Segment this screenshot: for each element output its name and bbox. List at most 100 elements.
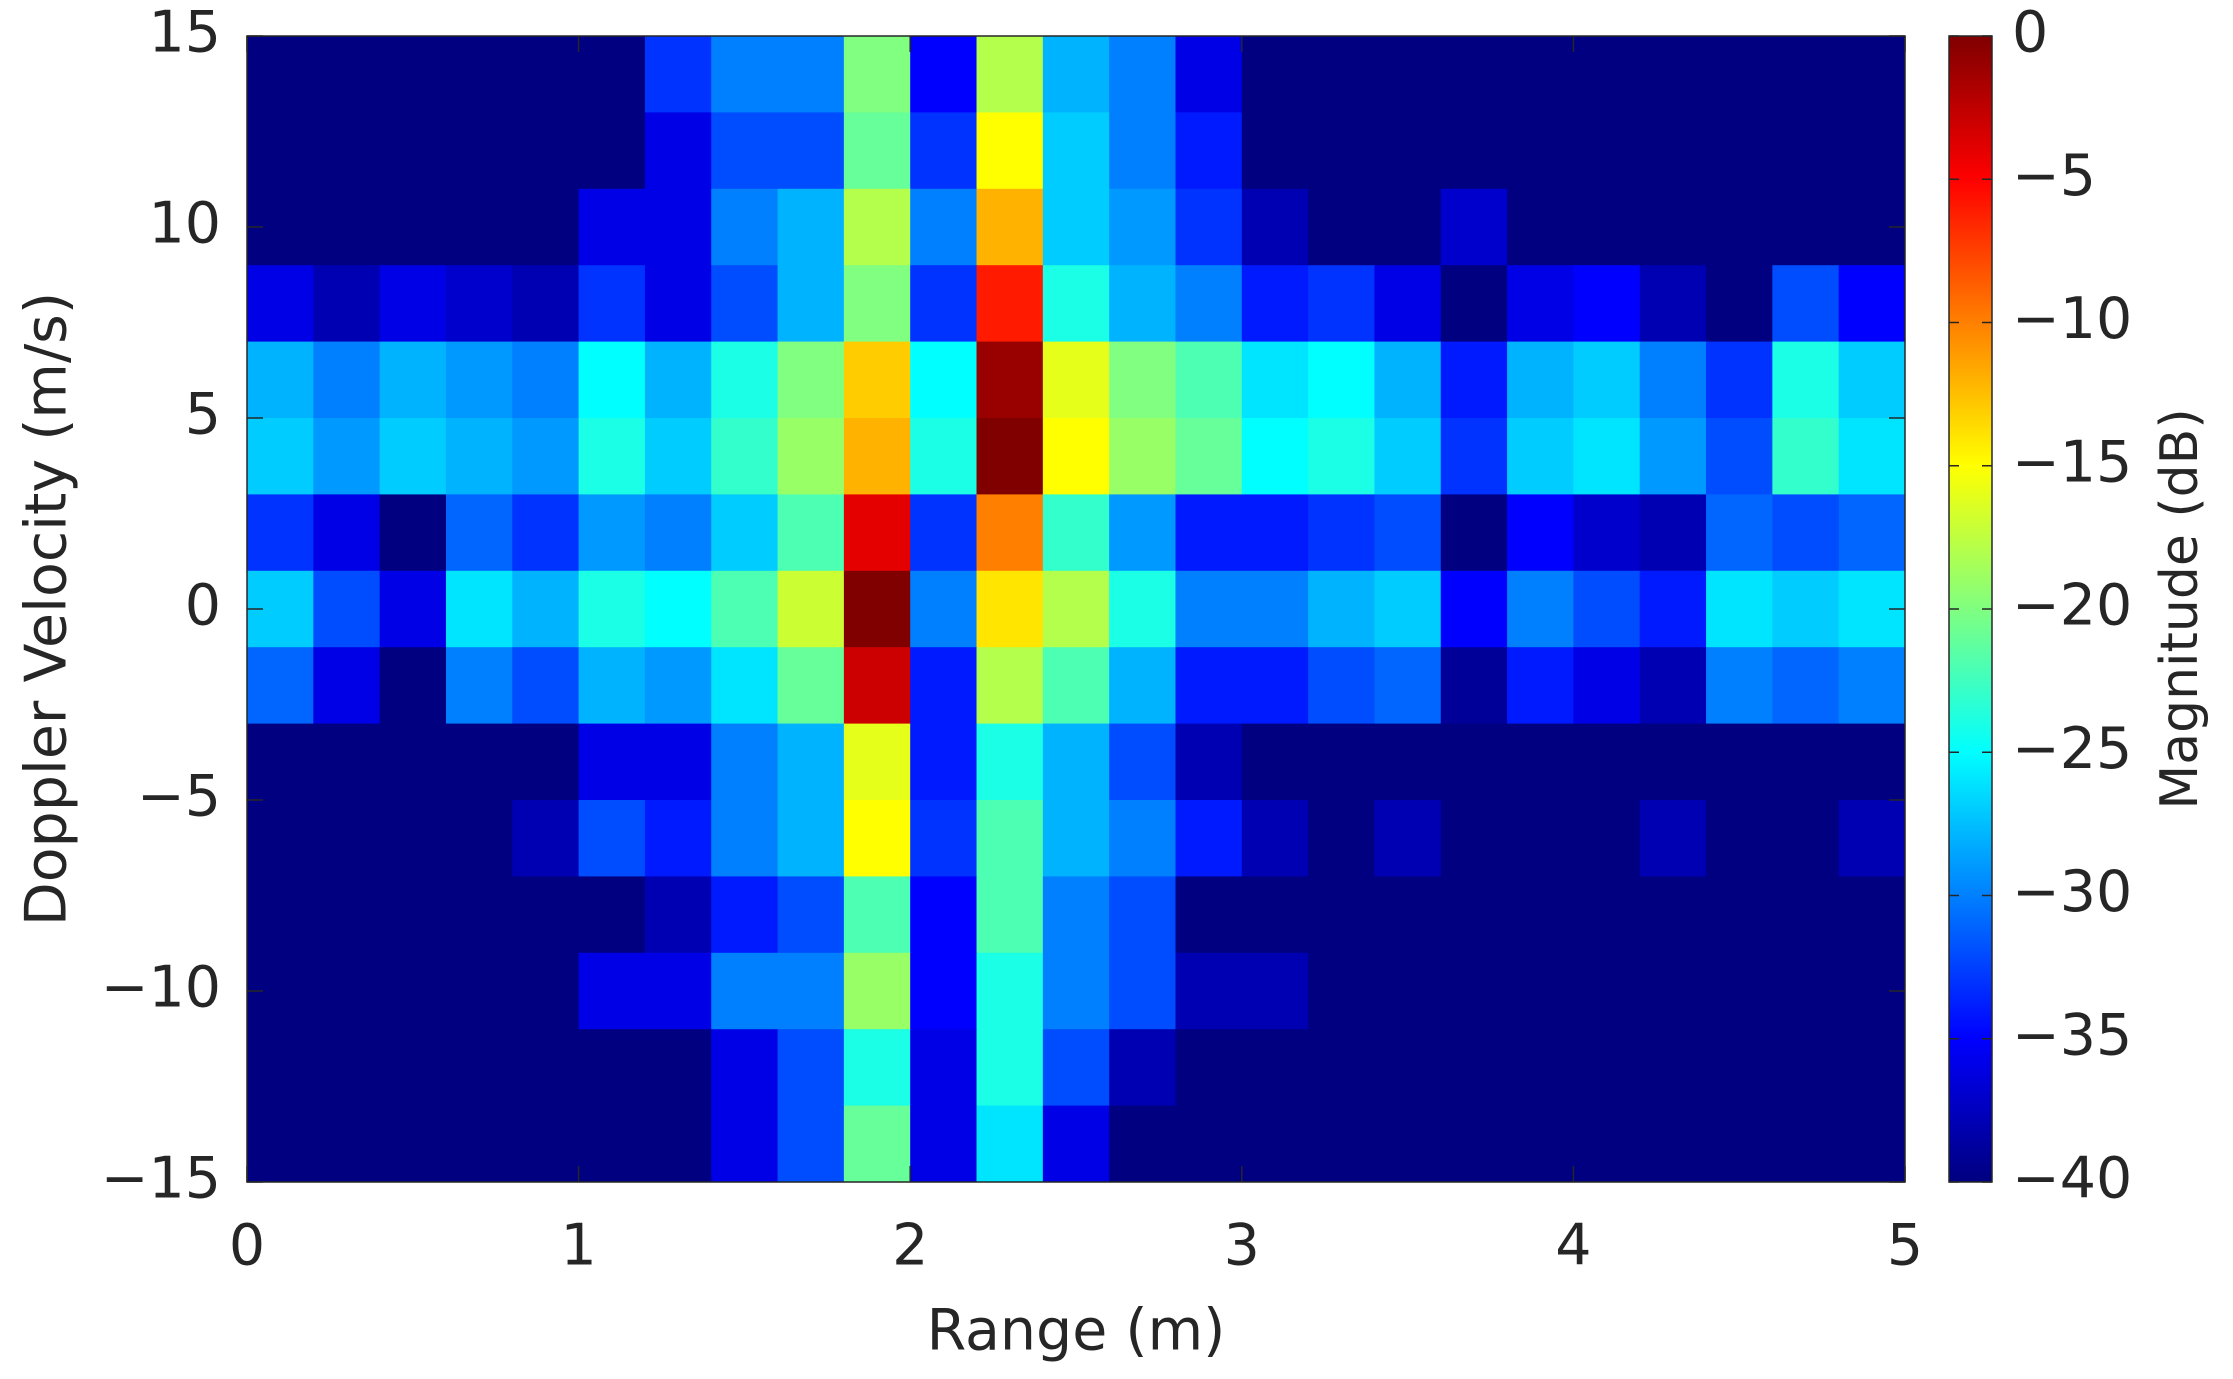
heatmap-cell	[1639, 341, 1707, 419]
heatmap-cell	[313, 1029, 381, 1107]
heatmap-cell	[843, 36, 911, 113]
heatmap-cell	[379, 188, 447, 266]
heatmap-cell	[1573, 1029, 1641, 1107]
heatmap-cell	[1241, 952, 1309, 1030]
heatmap-cell	[1838, 800, 1905, 877]
heatmap-cell	[910, 265, 978, 343]
heatmap-cell	[1374, 188, 1442, 266]
heatmap-cell	[512, 800, 580, 877]
heatmap-cell	[910, 112, 978, 190]
heatmap-cell	[1507, 265, 1574, 343]
heatmap-cell	[1374, 1105, 1442, 1182]
heatmap-cell	[711, 265, 779, 343]
heatmap-cell	[1241, 647, 1309, 725]
heatmap-cell	[247, 1029, 314, 1107]
heatmap-cell	[1440, 418, 1508, 495]
heatmap-cell	[1308, 800, 1375, 877]
heatmap-cell	[247, 36, 314, 113]
heatmap-cell	[1109, 800, 1176, 877]
heatmap-cell	[1175, 418, 1243, 495]
heatmap-cell	[1109, 188, 1176, 266]
heatmap-cell	[644, 418, 712, 495]
colorbar-tick-label: −30	[2012, 859, 2132, 925]
heatmap-cell	[1639, 723, 1707, 801]
heatmap-cell	[976, 1105, 1044, 1182]
heatmap-cell	[1374, 570, 1442, 648]
heatmap-cell	[1573, 265, 1641, 343]
heatmap-cell	[1639, 570, 1707, 648]
heatmap-cell	[1374, 341, 1442, 419]
heatmap-cell	[1507, 494, 1574, 572]
heatmap-cell	[976, 647, 1044, 725]
heatmap-cell	[1241, 418, 1309, 495]
heatmap-cell	[777, 876, 845, 954]
heatmap-cell	[578, 1105, 646, 1182]
heatmap-cell	[512, 647, 580, 725]
heatmap-cell	[1374, 723, 1442, 801]
heatmap-cell	[578, 265, 646, 343]
heatmap-cell	[1772, 570, 1840, 648]
heatmap-cell	[1374, 494, 1442, 572]
heatmap-cell	[843, 418, 911, 495]
heatmap-cell	[1308, 494, 1375, 572]
heatmap-cell	[711, 647, 779, 725]
heatmap-cell	[1308, 1029, 1375, 1107]
heatmap-cell	[976, 952, 1044, 1030]
heatmap-cell	[512, 723, 580, 801]
heatmap-cell	[578, 800, 646, 877]
heatmap-cell	[1706, 570, 1773, 648]
heatmap-cell	[1308, 647, 1375, 725]
heatmap-cell	[445, 800, 513, 877]
heatmap-cell	[1109, 341, 1176, 419]
x-tick-label: 2	[892, 1213, 928, 1279]
heatmap-cell	[1573, 952, 1641, 1030]
heatmap-cell	[711, 723, 779, 801]
heatmap-cell	[976, 188, 1044, 266]
heatmap-cell	[1440, 188, 1508, 266]
heatmap-cell	[1374, 952, 1442, 1030]
heatmap-cell	[777, 800, 845, 877]
heatmap-cell	[247, 800, 314, 877]
heatmap-cell	[1374, 265, 1442, 343]
heatmap-cell	[1838, 418, 1905, 495]
heatmap-cell	[1838, 494, 1905, 572]
heatmap-cell	[313, 265, 381, 343]
heatmap-cell	[1573, 36, 1641, 113]
heatmap-cell	[1042, 952, 1110, 1030]
heatmap-cell	[644, 647, 712, 725]
heatmap-cell	[379, 723, 447, 801]
heatmap-cell	[976, 494, 1044, 572]
heatmap-cell	[711, 418, 779, 495]
heatmap-cell	[512, 112, 580, 190]
heatmap-cell	[313, 570, 381, 648]
heatmap-cell	[1042, 723, 1110, 801]
heatmap-cell	[910, 36, 978, 113]
heatmap-cell	[843, 952, 911, 1030]
heatmap-cell	[1109, 112, 1176, 190]
heatmap-cell	[1838, 265, 1905, 343]
heatmap-cell	[578, 723, 646, 801]
colorbar-label: Magnitude (dB)	[2150, 408, 2210, 809]
heatmap-cell	[1706, 112, 1773, 190]
heatmap-cell	[1706, 188, 1773, 266]
heatmap-cell	[910, 341, 978, 419]
heatmap-cell	[976, 723, 1044, 801]
heatmap-cell	[578, 341, 646, 419]
colorbar-tick-label: −20	[2012, 573, 2132, 639]
heatmap-cell	[1109, 36, 1176, 113]
heatmap-cell	[1507, 112, 1574, 190]
heatmap-cell	[711, 1029, 779, 1107]
heatmap-cell	[910, 800, 978, 877]
heatmap-cell	[976, 36, 1044, 113]
heatmap-cell	[1175, 188, 1243, 266]
heatmap-cell	[910, 723, 978, 801]
heatmap-cell	[1374, 36, 1442, 113]
heatmap-cell	[313, 494, 381, 572]
heatmap-cell	[777, 341, 845, 419]
heatmap-cell	[976, 265, 1044, 343]
heatmap-cell	[1175, 494, 1243, 572]
heatmap-cell	[777, 36, 845, 113]
heatmap-cell	[843, 723, 911, 801]
heatmap-cell	[1241, 876, 1309, 954]
heatmap-cell	[512, 188, 580, 266]
